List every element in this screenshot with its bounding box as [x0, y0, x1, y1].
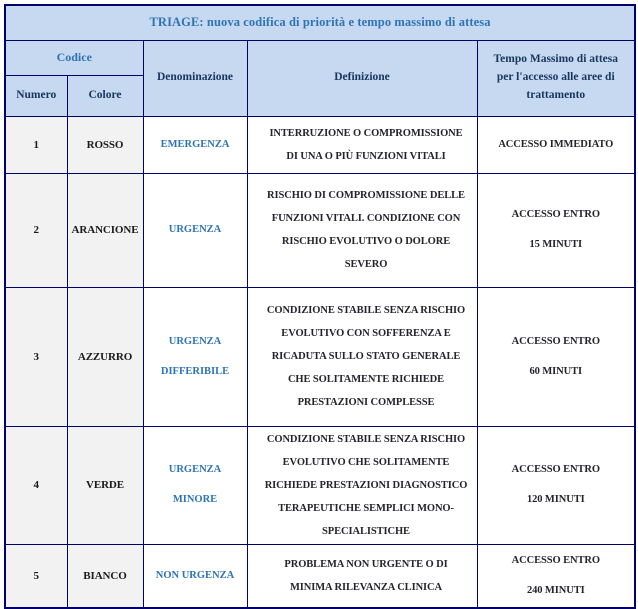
table-row-arancione: 2 ARANCIONE URGENZA RISCHIO DI COMPROMIS…	[4, 172, 636, 288]
cell-tempo: ACCESSO IMMEDIATO	[476, 115, 636, 174]
header-colore: Colore	[66, 74, 144, 117]
table-row-azzurro: 3 AZZURRO URGENZA DIFFERIBILE CONDIZIONE…	[4, 286, 636, 427]
cell-colore: ARANCIONE	[66, 172, 144, 288]
triage-priority-table: TRIAGE: nuova codifica di priorità e tem…	[4, 4, 637, 609]
cell-definizione: INTERRUZIONE O COMPROMISSIONE DI UNA O P…	[246, 115, 478, 174]
cell-tempo: ACCESSO ENTRO 60 MINUTI	[476, 286, 636, 427]
cell-colore: ROSSO	[66, 115, 144, 174]
table-title: TRIAGE: nuova codifica di priorità e tem…	[4, 4, 636, 41]
header-denominazione: Denominazione	[142, 39, 248, 117]
table-row-bianco: 5 BIANCO NON URGENZA PROBLEMA NON URGENT…	[4, 543, 636, 608]
header-tempo-massimo: Tempo Massimo di attesa per l'accesso al…	[476, 39, 636, 117]
header-definizione: Definizione	[246, 39, 478, 117]
table-row-rosso: 1 ROSSO EMERGENZA INTERRUZIONE O COMPROM…	[4, 115, 636, 174]
cell-numero: 3	[4, 286, 68, 427]
cell-definizione: CONDIZIONE STABILE SENZA RISCHIO EVOLUTI…	[246, 425, 478, 545]
cell-tempo: ACCESSO ENTRO 15 MINUTI	[476, 172, 636, 288]
cell-denominazione: URGENZA DIFFERIBILE	[142, 286, 248, 427]
cell-denominazione: URGENZA MINORE	[142, 425, 248, 545]
triage-table: TRIAGE: nuova codifica di priorità e tem…	[4, 4, 637, 609]
cell-tempo: ACCESSO ENTRO 120 MINUTI	[476, 425, 636, 545]
cell-colore: AZZURRO	[66, 286, 144, 427]
cell-colore: VERDE	[66, 425, 144, 545]
cell-colore: BIANCO	[66, 543, 144, 608]
cell-numero: 5	[4, 543, 68, 608]
header-numero: Numero	[4, 74, 68, 117]
cell-numero: 2	[4, 172, 68, 288]
cell-definizione: RISCHIO DI COMPROMISSIONE DELLE FUNZIONI…	[246, 172, 478, 288]
table-row-verde: 4 VERDE URGENZA MINORE CONDIZIONE STABIL…	[4, 425, 636, 545]
cell-tempo: ACCESSO ENTRO 240 MINUTI	[476, 543, 636, 608]
cell-numero: 4	[4, 425, 68, 545]
header-codice: Codice	[4, 39, 144, 76]
cell-definizione: PROBLEMA NON URGENTE O DI MINIMA RILEVAN…	[246, 543, 478, 608]
cell-denominazione: NON URGENZA	[142, 543, 248, 608]
cell-denominazione: URGENZA	[142, 172, 248, 288]
cell-numero: 1	[4, 115, 68, 174]
cell-definizione: CONDIZIONE STABILE SENZA RISCHIO EVOLUTI…	[246, 286, 478, 427]
cell-denominazione: EMERGENZA	[142, 115, 248, 174]
